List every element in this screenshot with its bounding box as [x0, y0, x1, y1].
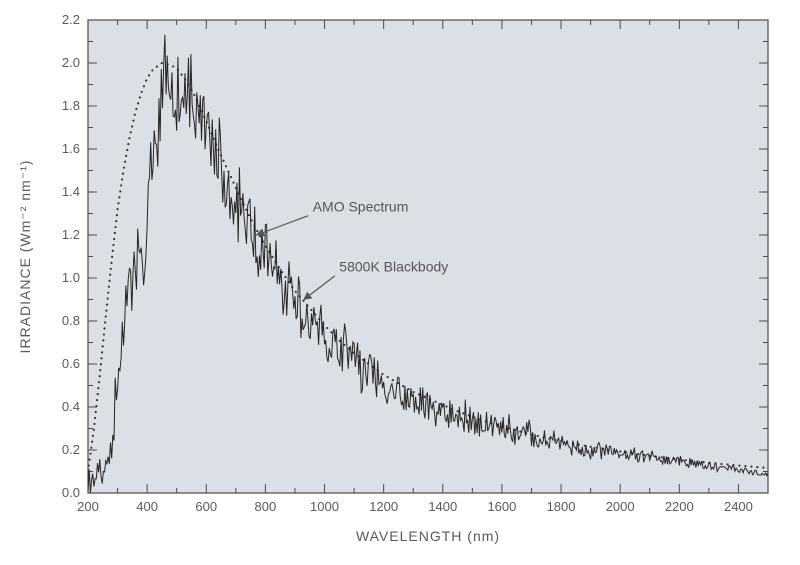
x-tick-label: 1200 [369, 499, 398, 514]
y-tick-label: 0.4 [62, 399, 80, 414]
x-tick-label: 2400 [724, 499, 753, 514]
amo-label: AMO Spectrum [313, 198, 409, 214]
y-tick-label: 0.0 [62, 485, 80, 500]
x-tick-label: 600 [195, 499, 217, 514]
y-axis-label: IRRADIANCE (Wm⁻² nm⁻¹) [17, 160, 33, 354]
x-tick-label: 1400 [428, 499, 457, 514]
x-tick-label: 1800 [547, 499, 576, 514]
x-axis-label: WAVELENGTH (nm) [356, 528, 500, 544]
x-tick-label: 400 [136, 499, 158, 514]
y-tick-label: 1.6 [62, 141, 80, 156]
y-tick-label: 2.2 [62, 12, 80, 27]
y-tick-label: 2.0 [62, 55, 80, 70]
x-tick-label: 1000 [310, 499, 339, 514]
y-tick-label: 1.0 [62, 270, 80, 285]
bb-label: 5800K Blackbody [339, 259, 448, 275]
y-tick-label: 0.2 [62, 442, 80, 457]
x-tick-label: 2000 [606, 499, 635, 514]
y-tick-label: 1.8 [62, 98, 80, 113]
x-tick-label: 200 [77, 499, 99, 514]
y-tick-label: 1.4 [62, 184, 80, 199]
y-tick-label: 0.8 [62, 313, 80, 328]
spectrum-chart: 200 400 600 800 1000 1200 1400 1600 1800 2000 2200… [0, 0, 800, 565]
y-tick-label: 1.2 [62, 227, 80, 242]
x-tick-label: 2200 [665, 499, 694, 514]
x-tick-label: 800 [255, 499, 277, 514]
y-tick-label: 0.6 [62, 356, 80, 371]
x-tick-label: 1600 [487, 499, 516, 514]
